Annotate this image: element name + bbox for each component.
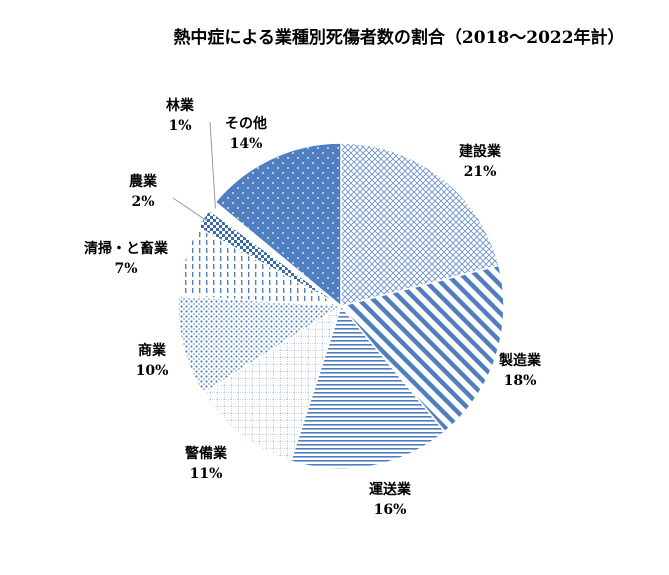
slice-value-label: 1% bbox=[168, 118, 191, 134]
slice-value-label: 16% bbox=[374, 502, 407, 518]
slice-value-label: 7% bbox=[114, 261, 137, 277]
pie-slice bbox=[202, 304, 343, 462]
slice-label: 清掃・と畜業 bbox=[84, 240, 169, 257]
chart-title: 熱中症による業種別死傷者数の割合（2018～2022年計） bbox=[173, 27, 624, 48]
pie-slice bbox=[289, 304, 446, 470]
leader-line bbox=[209, 121, 216, 209]
slice-value-label: 10% bbox=[136, 363, 169, 379]
pie-slice bbox=[214, 142, 342, 308]
slice-label: 警備業 bbox=[185, 445, 228, 462]
pie-slices bbox=[177, 142, 505, 470]
pie-slice bbox=[177, 294, 344, 395]
pie-slice bbox=[339, 264, 505, 433]
slice-value-label: 14% bbox=[230, 136, 263, 152]
leader-line bbox=[172, 197, 208, 222]
slice-value-label: 21% bbox=[464, 164, 497, 180]
slice-value-label: 11% bbox=[190, 466, 223, 482]
slice-label: 運送業 bbox=[369, 481, 412, 498]
slice-label: 農業 bbox=[129, 173, 158, 190]
slice-label: 建設業 bbox=[459, 143, 502, 160]
slice-value-label: 2% bbox=[131, 194, 154, 210]
slice-label: 商業 bbox=[138, 342, 167, 359]
slice-labels: 建設業 21% 製造業 18% 運送業 16% 警備業 11% 商業 10% 清掃・と畜業 7% 農業 2… bbox=[84, 97, 542, 518]
slice-value-label: 18% bbox=[504, 373, 537, 389]
leader-lines bbox=[172, 121, 216, 222]
slice-label: 製造業 bbox=[498, 352, 542, 369]
slice-label: その他 bbox=[225, 115, 267, 132]
slice-label: 林業 bbox=[166, 97, 195, 114]
pie-slice bbox=[340, 142, 500, 307]
